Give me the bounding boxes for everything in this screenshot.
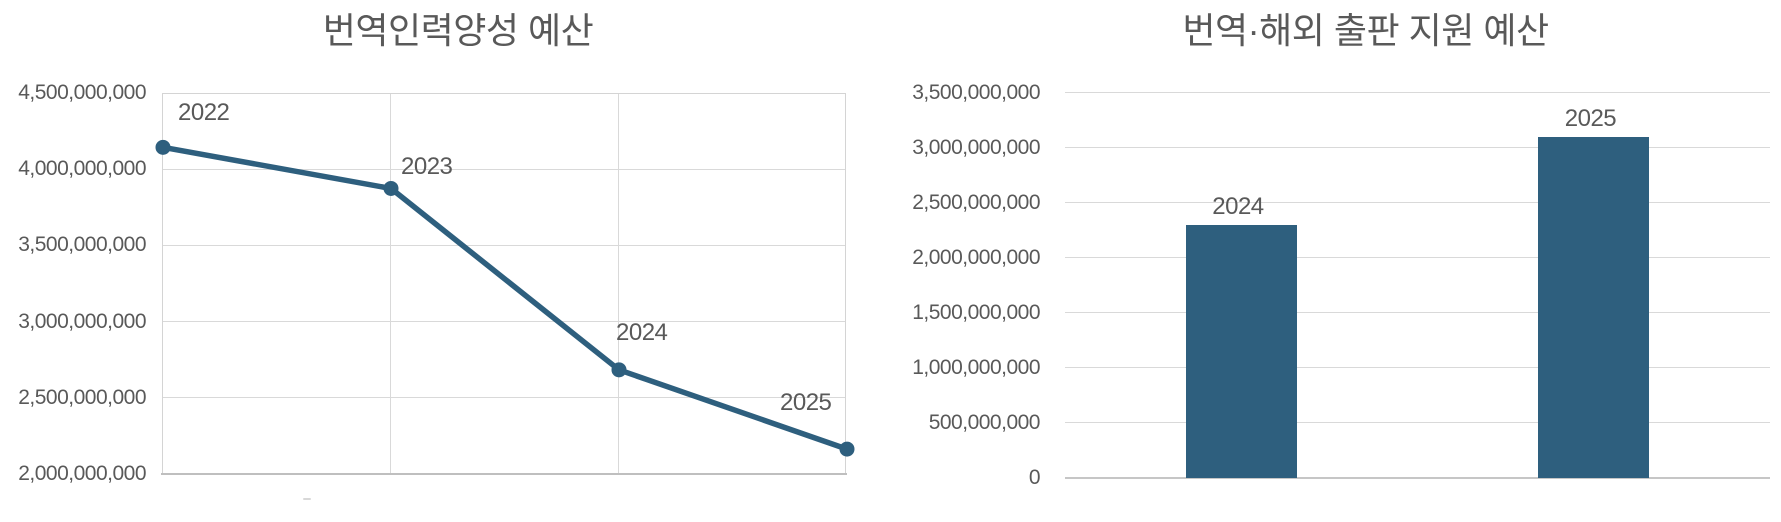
bar-chart-title: 번역·해외 출판 지원 예산 (1182, 10, 1549, 51)
y-axis-tick-label: 3,000,000,000 (18, 309, 146, 333)
point-label-year: 2023 (401, 153, 453, 181)
y-axis-tick-label: 2,000,000,000 (18, 462, 146, 485)
gridline (389, 94, 391, 473)
gridline (163, 397, 845, 399)
y-axis-tick-label: 3,500,000,000 (912, 81, 1040, 104)
y-axis-tick-label: 2,500,000,000 (18, 385, 146, 409)
y-axis-tick-label: 1,500,000,000 (912, 301, 1040, 324)
y-axis-tick-label: 2,500,000,000 (912, 191, 1040, 214)
point-label-year: 2025 (780, 389, 832, 417)
gridline (617, 94, 619, 473)
gridline (1065, 257, 1770, 258)
gridline (163, 244, 845, 246)
data-point-marker (839, 441, 855, 457)
data-point-marker (155, 139, 171, 155)
zero-axis-line (1065, 477, 1770, 479)
bar-2024 (1185, 225, 1297, 478)
point-label-year: 2022 (178, 99, 230, 127)
gridline (1065, 312, 1770, 313)
gridline (163, 321, 845, 323)
y-axis-tick-label: 0 (1028, 466, 1041, 489)
y-axis-tick-label: 4,500,000,000 (18, 81, 146, 104)
bar-label-year: 2025 (1564, 105, 1617, 132)
line-series (155, 139, 855, 457)
data-point-marker (611, 362, 627, 378)
data-point-marker (383, 180, 399, 196)
point-label-year: 2024 (616, 318, 668, 346)
line-series-path (162, 144, 848, 452)
gridline (1065, 422, 1770, 423)
bar-2025 (1538, 137, 1650, 478)
line-chart-title: 번역인력양성 예산 (322, 10, 594, 51)
y-axis-tick-label: 3,000,000,000 (912, 136, 1040, 159)
bar-label-year: 2024 (1212, 193, 1264, 220)
gridline (1065, 202, 1770, 203)
y-axis-tick-label: 1,000,000,000 (912, 356, 1040, 379)
gridline (163, 168, 845, 170)
y-axis-tick-label: 500,000,000 (928, 411, 1041, 434)
line-chart-x-axis-line (161, 473, 847, 475)
y-axis-tick-label: 3,500,000,000 (18, 233, 146, 257)
gridline (1065, 367, 1770, 368)
y-axis-tick-label: 2,000,000,000 (912, 246, 1040, 269)
gridline (1065, 92, 1770, 93)
bar-chart-plot-area (1065, 92, 1770, 479)
line-chart-plot-area (155, 93, 855, 474)
y-axis-tick-label: 4,000,000,000 (18, 157, 146, 181)
gridline (1065, 147, 1770, 148)
x-axis-artifact-dash (303, 498, 311, 500)
